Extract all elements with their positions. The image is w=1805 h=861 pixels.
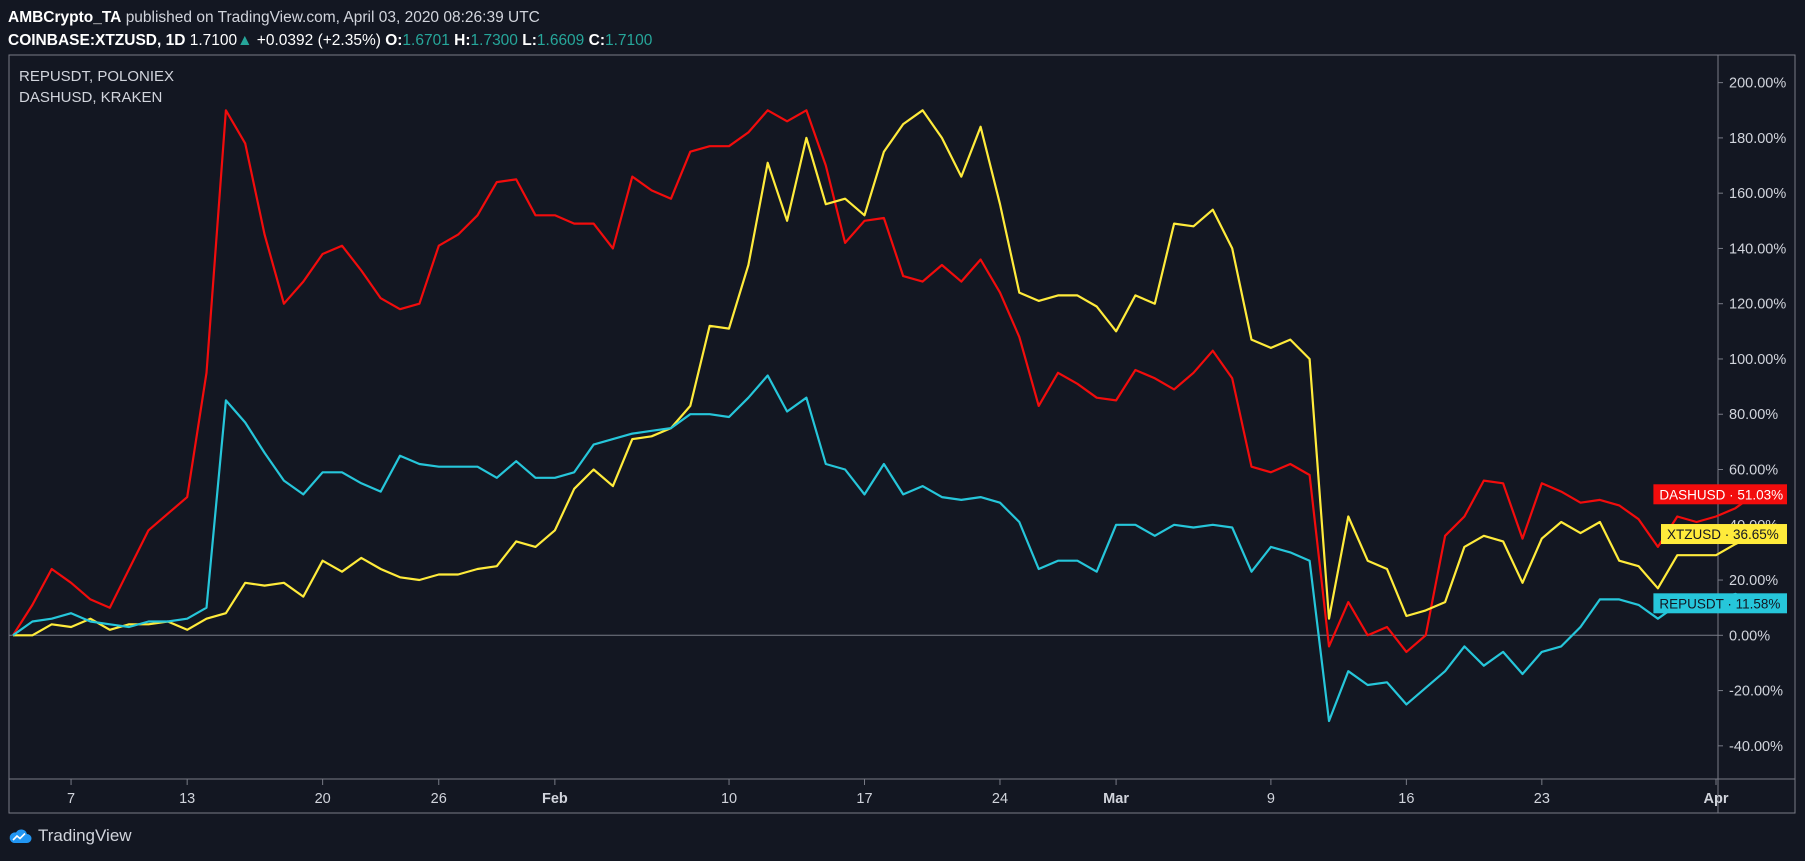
open-value: 1.6701 [402, 32, 450, 49]
time-axis-label: 24 [992, 791, 1008, 807]
price-axis-label: 160.00% [1729, 186, 1786, 202]
symbol-info: COINBASE:XTZUSD, 1D 1.7100▲ +0.0392 (+2.… [8, 29, 652, 52]
price-axis-label: -20.00% [1729, 684, 1783, 700]
series-line-dashusd[interactable] [12, 109, 1756, 654]
time-axis-label: 23 [1534, 791, 1550, 807]
tradingview-brand: TradingView [38, 826, 132, 845]
time-axis-label: 7 [67, 791, 75, 807]
legend-item-repusdt[interactable]: REPUSDT, POLONIEX [19, 68, 175, 85]
price-axis-label: 180.00% [1729, 131, 1786, 147]
symbol-name[interactable]: COINBASE:XTZUSD, 1D [8, 32, 186, 49]
up-arrow-icon: ▲ [237, 32, 253, 49]
high-label: H: [454, 32, 471, 49]
time-axis[interactable]: 7 13 20 26 Feb 10 17 24 Mar 9 16 23 Apr [67, 779, 1729, 807]
publisher-name[interactable]: AMBCrypto_TA [8, 9, 122, 26]
price-axis-label: 0.00% [1729, 628, 1770, 644]
time-axis-label: 20 [315, 791, 331, 807]
last-value-tags: DASHUSD · 51.03% XTZUSD · 36.65% REPUSDT ·… [1653, 484, 1787, 614]
price-axis[interactable]: 200.00% 180.00% 160.00% 140.00% 120.00% 100.0… [1718, 76, 1786, 755]
last-value-tag-text: DASHUSD · 51.03% [1659, 487, 1783, 502]
time-axis-label: Feb [542, 791, 568, 807]
time-axis-label: Mar [1103, 791, 1129, 807]
price-axis-label: 20.00% [1729, 573, 1778, 589]
chart-legend: REPUSDT, POLONIEX DASHUSD, KRAKEN [19, 66, 174, 108]
time-axis-label: 17 [856, 791, 872, 807]
time-axis-label: 26 [431, 791, 447, 807]
chart-frame [8, 54, 1796, 814]
series-lines [12, 109, 1756, 723]
last-value-tag-text: REPUSDT · 11.58% [1659, 596, 1780, 611]
series-line-repusdt[interactable] [12, 374, 1756, 723]
price-axis-label: 140.00% [1729, 241, 1786, 257]
price-change: +0.0392 (+2.35%) [256, 32, 381, 49]
high-value: 1.7300 [470, 32, 518, 49]
time-axis-label: 9 [1267, 791, 1275, 807]
last-value-tag-repusdt [1653, 593, 1787, 614]
time-axis-label: Apr [1704, 791, 1729, 807]
price-axis-label: 200.00% [1729, 76, 1786, 92]
low-label: L: [522, 32, 537, 49]
close-label: C: [588, 32, 605, 49]
time-axis-label: 13 [179, 791, 195, 807]
close-value: 1.7100 [604, 32, 653, 49]
legend-item-dashusd[interactable]: DASHUSD, KRAKEN [19, 89, 163, 106]
tradingview-cloud-icon [9, 829, 32, 843]
last-value-tag-text: XTZUSD · 36.65% [1667, 527, 1779, 542]
low-value: 1.6609 [536, 32, 585, 49]
price-axis-label: 120.00% [1729, 297, 1786, 313]
last-price: 1.7100 [189, 32, 238, 49]
last-value-tag-dashusd [1653, 484, 1787, 505]
price-axis-label: 100.00% [1729, 352, 1786, 368]
price-axis-label: -40.00% [1729, 739, 1783, 755]
price-axis-label: 60.00% [1729, 463, 1778, 479]
publish-info: AMBCrypto_TA published on TradingView.co… [8, 6, 652, 29]
time-axis-label: 16 [1398, 791, 1414, 807]
chart-header: AMBCrypto_TA published on TradingView.co… [8, 6, 652, 52]
published-text: published on TradingView.com, April 03, … [125, 9, 540, 26]
series-line-xtzusd[interactable] [13, 109, 1756, 637]
last-value-tag-xtzusd [1661, 524, 1787, 545]
tradingview-footer[interactable]: TradingView [8, 826, 132, 846]
open-label: O: [385, 32, 403, 49]
time-axis-label: 10 [721, 791, 737, 807]
price-axis-label: 80.00% [1729, 407, 1778, 423]
